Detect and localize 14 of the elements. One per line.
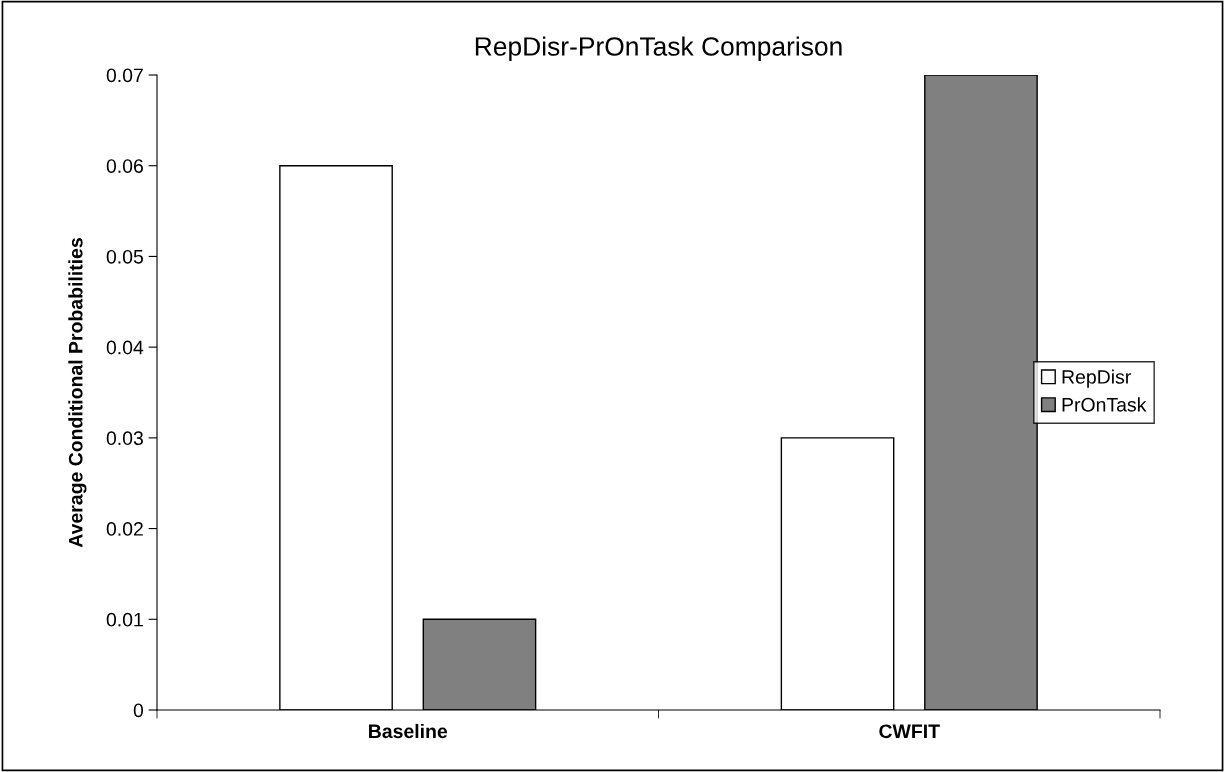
y-tick-label: 0.07: [106, 68, 143, 83]
y-tick-label: 0.01: [106, 612, 143, 627]
y-tick-label: 0.05: [106, 249, 143, 264]
legend-label: PrOnTask: [1062, 397, 1147, 412]
y-tick-label: 0: [133, 703, 144, 718]
y-tick-label: 0.06: [106, 159, 143, 173]
y-axis-title: Average Conditional Probabilities: [68, 238, 87, 548]
legend-label: RepDisr: [1062, 369, 1131, 388]
chart-title: RepDisr-PrOnTask Comparison: [475, 36, 842, 62]
y-tick-label: 0.02: [106, 522, 143, 536]
y-tick-label: 0.04: [106, 340, 144, 355]
y-tick-label: 0.03: [106, 431, 143, 446]
x-tick-label: Baseline: [369, 723, 448, 739]
x-tick-label: CWFIT: [879, 724, 940, 739]
